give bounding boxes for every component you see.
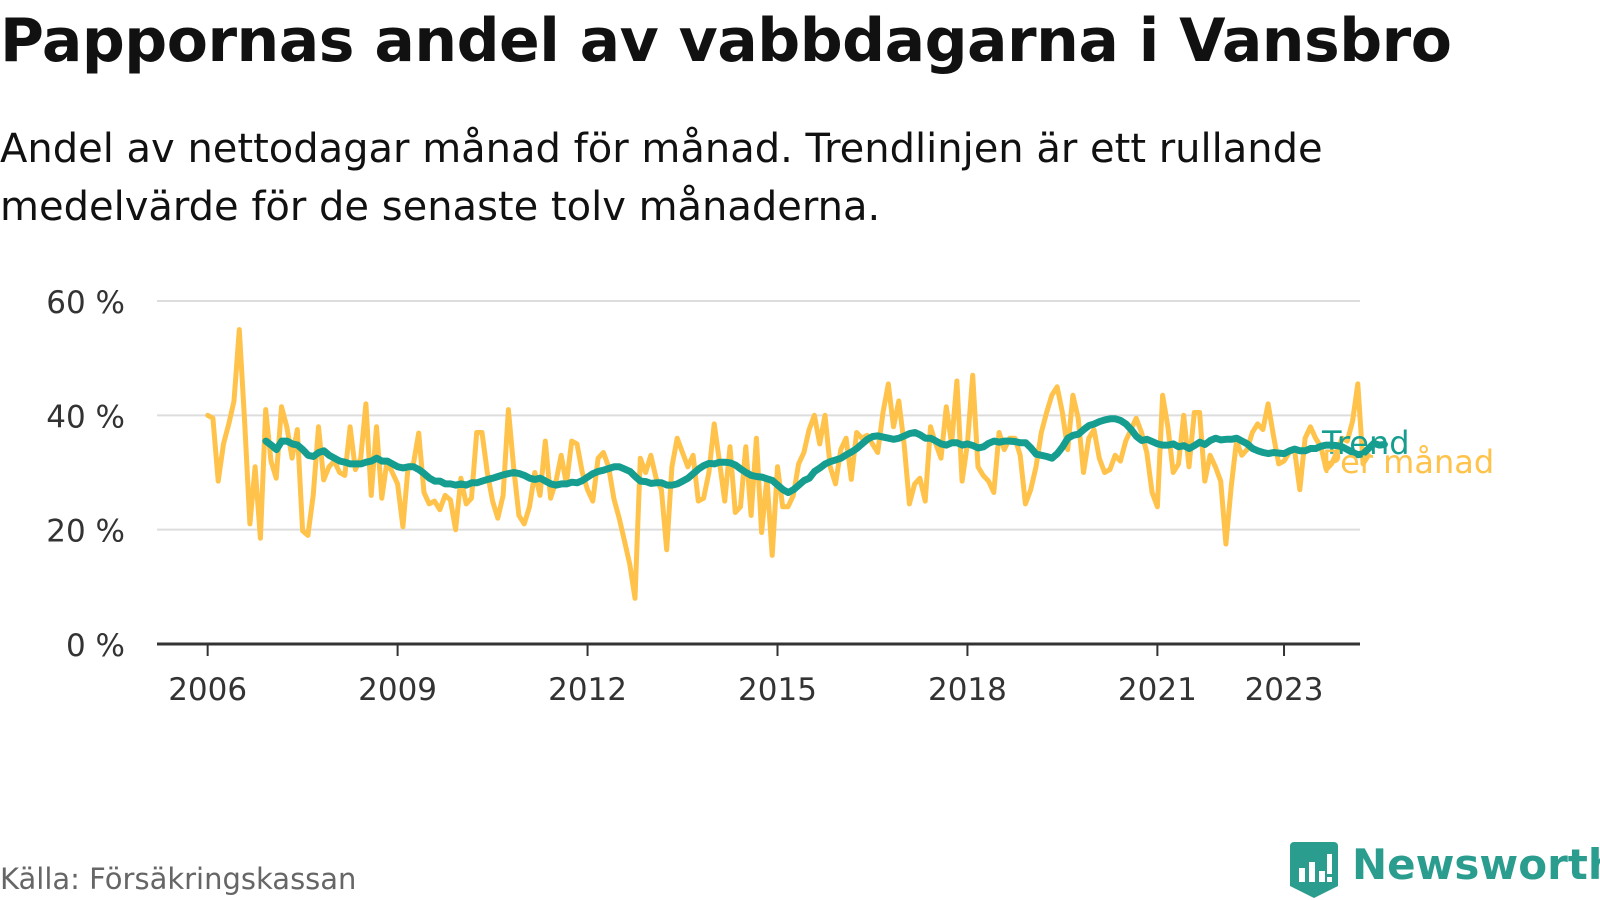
brand-name: Newsworthy [1352,840,1600,889]
trend-series-label: Trend [1321,424,1410,462]
x-tick-label: 2015 [738,672,817,708]
x-tick-label: 2023 [1245,672,1324,708]
monthly-series-label: Per månad [1322,443,1494,481]
series-layer [205,327,1388,601]
y-tick-label: 40 % [46,399,125,435]
monthly-series-line [205,327,1371,601]
brand-logo-group[interactable]: Newsworthy [1290,840,1600,900]
chart-subtitle: Andel av nettodagar månad för månad. Tre… [0,126,1323,230]
y-tick-label: 20 % [46,514,125,550]
newsworthy-logo-icon [1290,842,1338,898]
x-axis: 2006 2009 2012 2015 2018 2021 2023 [157,642,1360,708]
line-chart: 0 % 20 % 40 % 60 % 2006 2009 2012 2015 2018 2021… [46,285,1494,708]
y-tick-label: 0 % [66,628,125,664]
x-tick-label: 2009 [358,672,437,708]
x-tick-label: 2012 [548,672,627,708]
source-note: Källa: Försäkringskassan [0,862,357,896]
y-tick-label: 60 % [46,285,125,321]
y-axis-ticks: 0 % 20 % 40 % 60 % [46,285,125,664]
x-tick-label: 2018 [928,672,1007,708]
trend-series-line [262,415,1388,496]
x-tick-label: 2021 [1118,672,1197,708]
x-tick-label: 2006 [168,672,247,708]
page-title: Pappornas andel av vabbdagarna i Vansbro [0,6,1452,76]
